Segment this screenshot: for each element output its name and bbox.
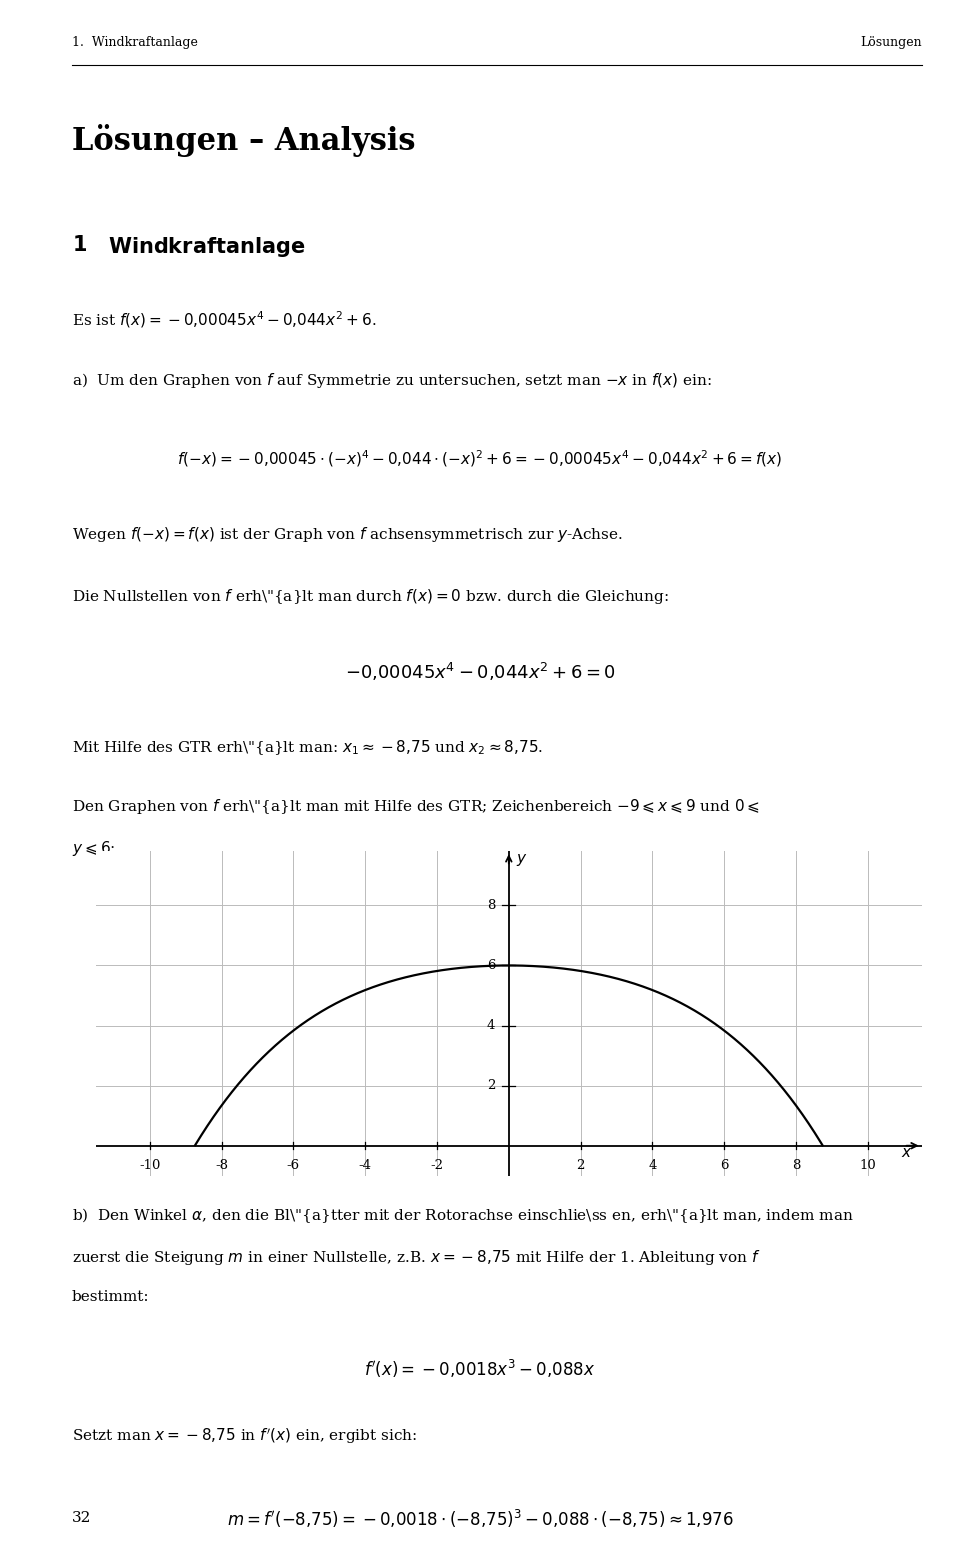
Text: bestimmt:: bestimmt: bbox=[72, 1290, 150, 1304]
Text: -4: -4 bbox=[359, 1159, 372, 1173]
Text: $m = f'(-8{,}75) = -0{,}0018 \cdot (-8{,}75)^3 - 0{,}088 \cdot (-8{,}75) \approx: $m = f'(-8{,}75) = -0{,}0018 \cdot (-8{,… bbox=[227, 1508, 733, 1530]
Text: 8: 8 bbox=[792, 1159, 800, 1173]
Text: $y$: $y$ bbox=[516, 853, 527, 868]
Text: Lösungen: Lösungen bbox=[860, 36, 922, 48]
Text: $x$: $x$ bbox=[901, 1146, 913, 1160]
Text: 6: 6 bbox=[487, 959, 495, 972]
Text: 4: 4 bbox=[648, 1159, 657, 1173]
Text: 32: 32 bbox=[72, 1511, 91, 1525]
Text: -10: -10 bbox=[139, 1159, 160, 1173]
Text: -8: -8 bbox=[215, 1159, 228, 1173]
Text: $\mathbf{1}$: $\mathbf{1}$ bbox=[72, 235, 87, 255]
Text: $f'(x) = -0{,}0018x^3 - 0{,}088x$: $f'(x) = -0{,}0018x^3 - 0{,}088x$ bbox=[365, 1358, 595, 1380]
Text: Mit Hilfe des GTR erh\"{a}lt man: $x_1 \approx -8{,}75$ und $x_2 \approx 8{,}75$: Mit Hilfe des GTR erh\"{a}lt man: $x_1 \… bbox=[72, 739, 543, 757]
Text: Lösungen – Analysis: Lösungen – Analysis bbox=[72, 124, 416, 156]
Text: 1.  Windkraftanlage: 1. Windkraftanlage bbox=[72, 36, 198, 48]
Text: 8: 8 bbox=[487, 899, 495, 912]
Text: zuerst die Steigung $m$ in einer Nullstelle, z.B. $x = -8{,}75$ mit Hilfe der 1.: zuerst die Steigung $m$ in einer Nullste… bbox=[72, 1248, 760, 1267]
Text: 6: 6 bbox=[720, 1159, 729, 1173]
Text: 10: 10 bbox=[859, 1159, 876, 1173]
Text: Setzt man $x = -8{,}75$ in $f'(x)$ ein, ergibt sich:: Setzt man $x = -8{,}75$ in $f'(x)$ ein, … bbox=[72, 1426, 418, 1446]
Text: 2: 2 bbox=[487, 1078, 495, 1092]
Text: 2: 2 bbox=[576, 1159, 585, 1173]
Text: a)  Um den Graphen von $f$ auf Symmetrie zu untersuchen, setzt man $-x$ in $f(x): a) Um den Graphen von $f$ auf Symmetrie … bbox=[72, 371, 711, 389]
Text: Wegen $f(-x) = f(x)$ ist der Graph von $f$ achsensymmetrisch zur $y$-Achse.: Wegen $f(-x) = f(x)$ ist der Graph von $… bbox=[72, 525, 623, 544]
Text: Es ist $f(x) = -0{,}00045x^4 - 0{,}044x^2 + 6$.: Es ist $f(x) = -0{,}00045x^4 - 0{,}044x^… bbox=[72, 309, 376, 329]
Text: -2: -2 bbox=[430, 1159, 444, 1173]
Text: 4: 4 bbox=[487, 1020, 495, 1032]
Text: Den Graphen von $f$ erh\"{a}lt man mit Hilfe des GTR; Zeichenbereich $-9 \leqsla: Den Graphen von $f$ erh\"{a}lt man mit H… bbox=[72, 797, 760, 816]
Text: $-0{,}00045x^4 - 0{,}044x^2 + 6 = 0$: $-0{,}00045x^4 - 0{,}044x^2 + 6 = 0$ bbox=[345, 661, 615, 683]
Text: $\mathbf{Windkraftanlage}$: $\mathbf{Windkraftanlage}$ bbox=[108, 235, 306, 260]
Text: b)  Den Winkel $\alpha$, den die Bl\"{a}tter mit der Rotorachse einschlie\ss en,: b) Den Winkel $\alpha$, den die Bl\"{a}t… bbox=[72, 1207, 853, 1225]
Text: $f(-x) = -0{,}00045 \cdot (-x)^4 - 0{,}044 \cdot (-x)^2 + 6 = -0{,}00045x^4 - 0{: $f(-x) = -0{,}00045 \cdot (-x)^4 - 0{,}0… bbox=[178, 448, 782, 468]
Text: Die Nullstellen von $f$ erh\"{a}lt man durch $f(x) = 0$ bzw. durch die Gleichung: Die Nullstellen von $f$ erh\"{a}lt man d… bbox=[72, 587, 669, 606]
Text: $y \leqslant 6$:: $y \leqslant 6$: bbox=[72, 839, 115, 857]
Text: -6: -6 bbox=[287, 1159, 300, 1173]
